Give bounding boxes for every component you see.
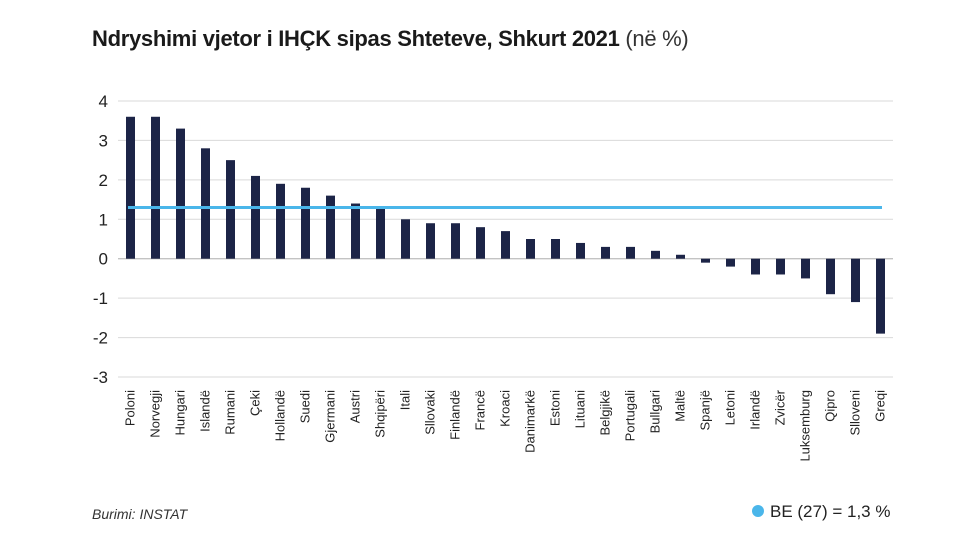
x-tick-label: Islandë bbox=[198, 390, 213, 432]
x-tick-label: Gjermani bbox=[323, 390, 338, 443]
x-tick-label: Kroaci bbox=[498, 390, 513, 427]
x-tick-label: Finlandë bbox=[448, 390, 463, 440]
bar bbox=[526, 239, 535, 259]
x-tick-label: Hungari bbox=[173, 390, 188, 436]
bar bbox=[276, 183, 285, 259]
x-tick-label: Francë bbox=[473, 390, 488, 430]
x-tick-label: Bullgari bbox=[648, 390, 663, 433]
y-tick-label: -1 bbox=[93, 289, 108, 308]
bar bbox=[451, 223, 460, 259]
bar bbox=[226, 160, 235, 259]
x-tick-label: Qipro bbox=[823, 390, 838, 422]
bar bbox=[501, 231, 510, 259]
bar bbox=[851, 258, 860, 303]
chart-unit: (në %) bbox=[625, 26, 689, 51]
chart-title: Ndryshimi vjetor i IHÇK sipas Shteteve, … bbox=[92, 26, 689, 52]
y-tick-label: 4 bbox=[99, 92, 108, 111]
x-tick-label: Spanjë bbox=[698, 390, 713, 430]
bar bbox=[426, 223, 435, 259]
bar bbox=[626, 246, 635, 259]
source-note: Burimi: INSTAT bbox=[92, 506, 188, 522]
bar bbox=[551, 239, 560, 259]
bar bbox=[751, 258, 760, 275]
bar bbox=[301, 187, 310, 259]
x-tick-label: Letoni bbox=[723, 390, 738, 426]
y-tick-label: 3 bbox=[99, 131, 108, 150]
x-tick-label: Belgjikë bbox=[598, 390, 613, 436]
bar bbox=[651, 250, 660, 259]
x-tick-label: Lituani bbox=[573, 390, 588, 428]
y-tick-label: -3 bbox=[93, 368, 108, 387]
x-tick-label: Irlandë bbox=[748, 390, 763, 430]
bar bbox=[701, 258, 710, 263]
legend-marker bbox=[752, 505, 764, 517]
bar bbox=[726, 258, 735, 267]
x-tick-label: Austri bbox=[348, 390, 363, 423]
x-tick-label: Norvegji bbox=[148, 390, 163, 438]
bar bbox=[126, 116, 135, 259]
bar bbox=[476, 227, 485, 259]
x-tick-label: Slloveni bbox=[848, 390, 863, 436]
bar bbox=[326, 195, 335, 259]
bar bbox=[151, 116, 160, 259]
x-tick-label: Rumani bbox=[223, 390, 238, 435]
bar bbox=[876, 258, 885, 334]
bar bbox=[776, 258, 785, 275]
legend: BE (27) = 1,3 % bbox=[752, 502, 890, 522]
bar bbox=[401, 219, 410, 259]
x-tick-label: Luksemburg bbox=[798, 390, 813, 462]
x-tick-label: Poloni bbox=[123, 390, 138, 426]
y-tick-label: -2 bbox=[93, 329, 108, 348]
x-tick-label: Çeki bbox=[248, 390, 263, 416]
x-tick-label: Danimarkë bbox=[523, 390, 538, 453]
x-tick-label: Sllovaki bbox=[423, 390, 438, 435]
y-tick-label: 1 bbox=[99, 210, 108, 229]
chart-title-text: Ndryshimi vjetor i IHÇK sipas Shteteve, … bbox=[92, 26, 620, 51]
bar bbox=[676, 254, 685, 259]
legend-label: BE (27) = 1,3 % bbox=[770, 502, 891, 521]
x-tick-label: Zvicër bbox=[773, 389, 788, 425]
bar bbox=[576, 242, 585, 259]
bar bbox=[376, 207, 385, 259]
bar-chart: 4 3 2 1 0 -1 -2 -3 Poloni Norvegji Hungari Islandë R… bbox=[93, 92, 893, 462]
bar bbox=[176, 128, 185, 259]
x-tick-label: Greqi bbox=[873, 390, 888, 422]
x-tick-label: Itali bbox=[398, 390, 413, 410]
bar bbox=[801, 258, 810, 279]
x-tick-label: Maltë bbox=[673, 390, 688, 422]
x-tick-label: Portugali bbox=[623, 390, 638, 441]
x-tick-label: Hollandë bbox=[273, 390, 288, 441]
x-tick-label: Suedi bbox=[298, 390, 313, 423]
bar bbox=[251, 175, 260, 259]
bar bbox=[826, 258, 835, 295]
x-tick-label: Shqipëri bbox=[373, 390, 388, 438]
bar bbox=[601, 246, 610, 259]
y-tick-label: 2 bbox=[99, 171, 108, 190]
x-tick-label: Estoni bbox=[548, 390, 563, 426]
y-tick-label: 0 bbox=[99, 250, 108, 269]
bar bbox=[201, 148, 210, 259]
bar bbox=[351, 203, 360, 259]
